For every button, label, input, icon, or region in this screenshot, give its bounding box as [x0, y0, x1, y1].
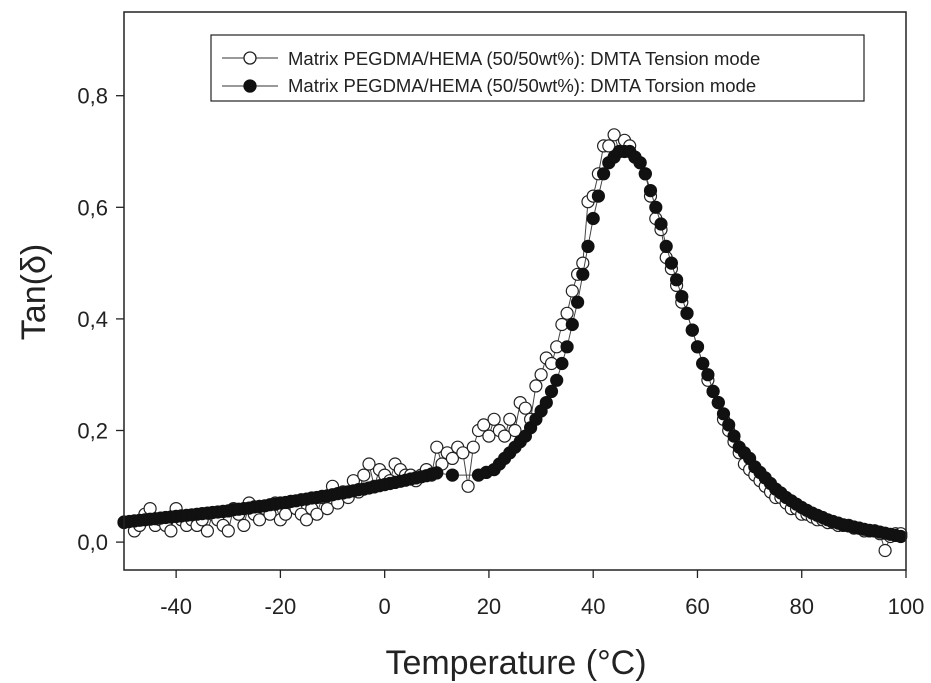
plot-frame: [123, 11, 907, 571]
torsion-point: [445, 468, 459, 482]
tension-point: [466, 440, 480, 454]
x-tick-label: 0: [379, 594, 391, 619]
torsion-point: [586, 211, 600, 226]
torsion-point: [581, 239, 595, 253]
tension-point: [362, 457, 376, 471]
legend-marker-torsion: [243, 79, 257, 93]
tension-point: [518, 401, 533, 415]
torsion-point: [544, 384, 559, 398]
tension-point: [320, 502, 334, 516]
torsion-point: [701, 368, 715, 382]
tension-point: [503, 412, 517, 426]
torsion-point: [633, 156, 647, 170]
tension-point: [252, 513, 267, 527]
torsion-point: [696, 356, 710, 371]
torsion-point: [539, 396, 553, 410]
x-tick-label: 60: [685, 594, 709, 619]
torsion-point: [690, 340, 705, 354]
torsion-point: [711, 396, 725, 410]
tension-point: [164, 524, 178, 538]
tension-point: [602, 139, 616, 153]
tension-point: [200, 524, 214, 538]
torsion-point: [722, 418, 736, 432]
tension-point: [565, 284, 579, 298]
y-tick-label: 0,6: [77, 195, 108, 220]
x-tick-label: 20: [477, 594, 501, 619]
torsion-point: [576, 267, 590, 281]
torsion-point: [680, 306, 694, 320]
torsion-point: [550, 373, 564, 387]
tension-point: [456, 446, 470, 460]
plot-series: [117, 128, 908, 558]
y-tick-label: 0,4: [77, 307, 108, 332]
tension-point: [461, 479, 475, 493]
torsion-point: [675, 290, 689, 304]
tension-point: [878, 543, 892, 558]
torsion-point: [685, 323, 699, 337]
tension-point: [430, 440, 444, 454]
tension-point: [357, 468, 371, 482]
x-tick-label: 40: [581, 594, 605, 619]
tension-point: [237, 518, 251, 533]
torsion-point: [649, 200, 663, 214]
legend-marker-tension: [243, 51, 257, 65]
y-axis-title: Tan(δ): [15, 244, 53, 340]
tension-point: [529, 379, 543, 393]
tension-point: [221, 524, 235, 538]
x-tick-label: 100: [888, 594, 925, 619]
y-tick-label: 0,2: [77, 419, 108, 444]
y-tick-label: 0,8: [77, 84, 108, 109]
legend-label-torsion: Matrix PEGDMA/HEMA (50/50wt%): DMTA Tors…: [288, 75, 756, 96]
torsion-point: [591, 189, 606, 203]
tension-point: [508, 423, 522, 438]
tension-point: [498, 429, 512, 443]
torsion-point: [664, 256, 679, 270]
tension-point: [560, 306, 574, 320]
torsion-point: [565, 317, 579, 332]
tension-point: [534, 368, 548, 382]
torsion-point: [560, 340, 574, 354]
torsion-point: [570, 295, 585, 309]
tension-point: [482, 429, 496, 443]
axis-ticks: -40 -20 0 20 40 60 80 100 0,0 0,2 0,4 0,6 0,8: [77, 84, 924, 619]
x-tick-label: 80: [789, 594, 813, 619]
torsion-point: [638, 167, 652, 181]
torsion-point: [596, 167, 611, 181]
torsion-point: [555, 356, 569, 371]
tension-point: [576, 256, 590, 270]
legend-box: [210, 34, 865, 102]
torsion-point: [894, 529, 908, 544]
torsion-point: [430, 466, 444, 480]
torsion-point: [716, 407, 731, 421]
x-axis-title: Temperature (°C): [385, 644, 646, 682]
x-tick-label: -20: [265, 594, 297, 619]
torsion-point: [654, 217, 668, 231]
torsion-point: [727, 429, 741, 443]
torsion-point: [669, 273, 684, 287]
x-tick-label: -40: [160, 594, 192, 619]
torsion-point: [706, 384, 720, 398]
tension-point: [607, 128, 621, 142]
tension-point: [310, 507, 324, 521]
y-tick-label: 0,0: [77, 530, 108, 555]
tension-point: [445, 451, 459, 465]
tension-point: [477, 418, 491, 432]
tension-point: [487, 412, 501, 426]
tension-point: [299, 513, 314, 527]
legend: Matrix PEGDMA/HEMA (50/50wt%): DMTA Tens…: [210, 34, 865, 102]
legend-label-tension: Matrix PEGDMA/HEMA (50/50wt%): DMTA Tens…: [288, 48, 760, 69]
torsion-point: [659, 239, 673, 253]
y-axis-title-text: Tan(δ): [15, 244, 53, 340]
torsion-point: [643, 184, 658, 198]
